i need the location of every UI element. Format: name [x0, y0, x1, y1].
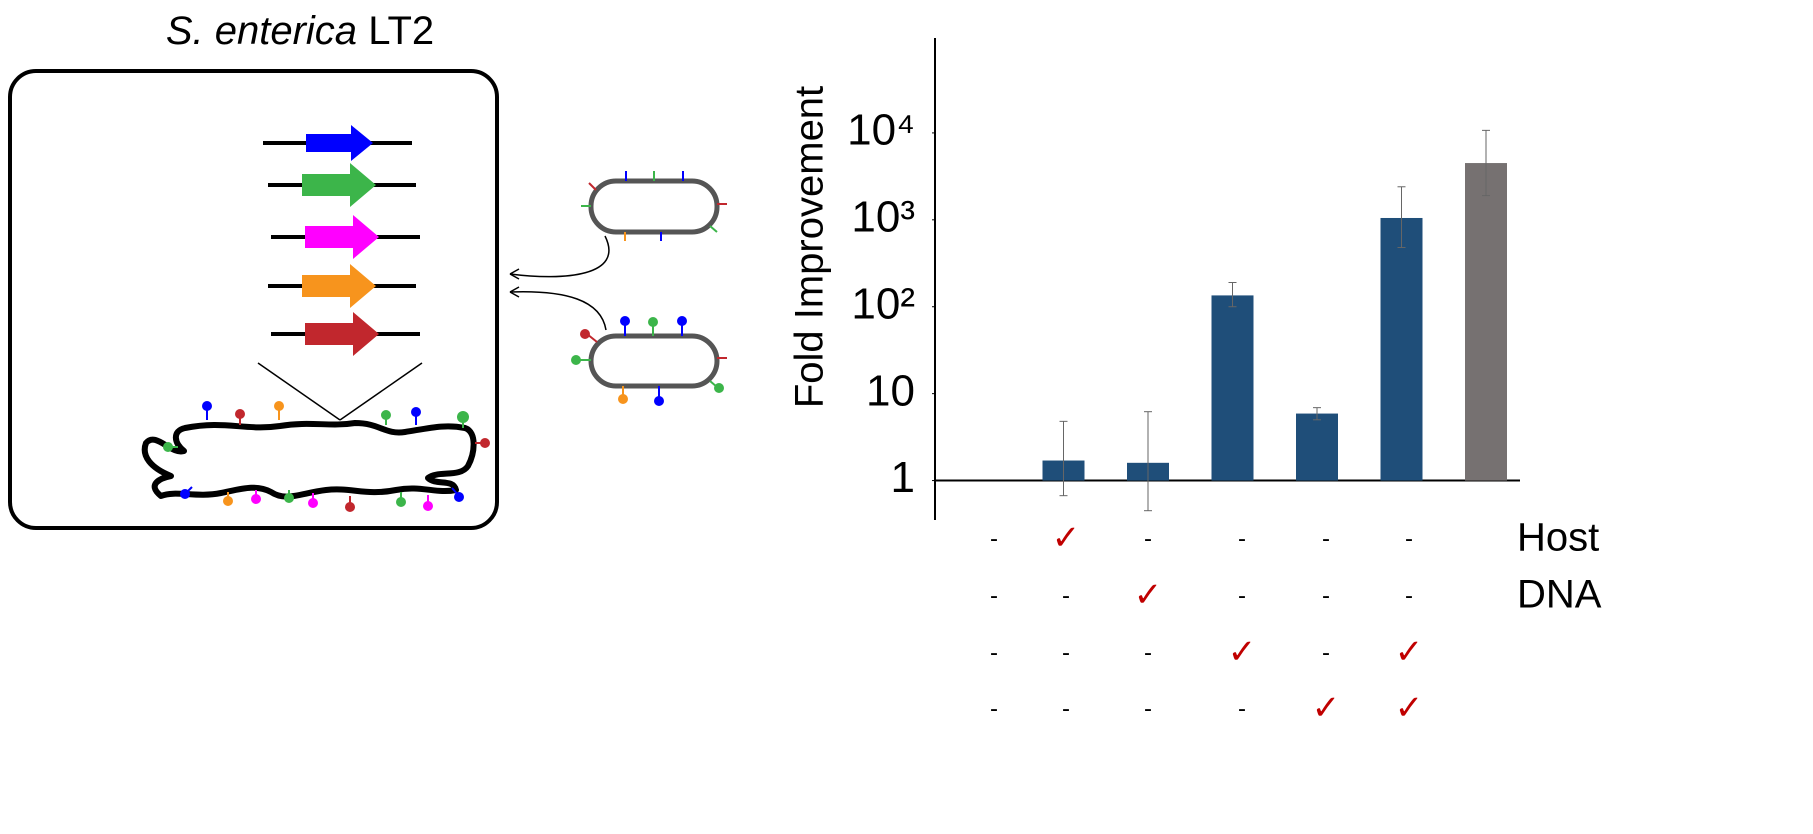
dash-mark: -	[1144, 695, 1152, 722]
y-tick-label: 10³	[851, 192, 915, 241]
chromosome	[145, 423, 474, 497]
diagram-title: S. enterica LT2	[166, 9, 434, 53]
dash-mark: -	[990, 582, 998, 609]
cell-box	[10, 71, 497, 528]
bar	[1296, 414, 1338, 481]
dash-mark: -	[1322, 639, 1330, 666]
check-mark: ✓	[1312, 689, 1341, 727]
check-mark: ✓	[1134, 576, 1163, 614]
y-tick-label: 10	[866, 366, 915, 415]
y-tick-label: 1	[891, 453, 915, 502]
y-axis-label: Fold Improvement	[788, 86, 832, 408]
bacterium-1	[591, 181, 717, 232]
check-mark: ✓	[1052, 519, 1081, 557]
transfer-arrows	[510, 236, 609, 330]
figure: S. enterica LT2	[0, 0, 1813, 834]
bacterium-2	[591, 336, 717, 386]
dash-mark: -	[1144, 639, 1152, 666]
dash-mark: -	[1238, 525, 1246, 552]
dash-mark: -	[1322, 525, 1330, 552]
dash-mark: -	[1062, 695, 1070, 722]
condition-label: DNA	[1517, 573, 1602, 617]
dash-mark: -	[1405, 525, 1413, 552]
title-rest: LT2	[368, 9, 434, 53]
dash-mark: -	[990, 525, 998, 552]
condition-label: Host	[1517, 516, 1599, 560]
dash-mark: -	[1238, 582, 1246, 609]
y-tick-label: 10²	[851, 279, 915, 328]
dash-mark: -	[1322, 582, 1330, 609]
gene-arrows	[302, 125, 379, 356]
bar	[1381, 218, 1423, 481]
dash-mark: -	[1062, 639, 1070, 666]
title-italic: S. enterica	[166, 9, 357, 53]
y-tick-label: 10⁴	[847, 106, 915, 155]
zoom-lines	[258, 363, 422, 420]
dash-mark: -	[1238, 695, 1246, 722]
dash-mark: -	[990, 639, 998, 666]
check-mark: ✓	[1395, 633, 1424, 671]
dash-mark: -	[1144, 525, 1152, 552]
bar	[1212, 295, 1254, 480]
check-mark: ✓	[1395, 689, 1424, 727]
diagram: S. enterica LT2	[10, 9, 727, 528]
bar	[1465, 163, 1507, 481]
check-mark: ✓	[1228, 633, 1257, 671]
dash-mark: -	[1062, 582, 1070, 609]
dash-mark: -	[1405, 582, 1413, 609]
dash-mark: -	[990, 695, 998, 722]
